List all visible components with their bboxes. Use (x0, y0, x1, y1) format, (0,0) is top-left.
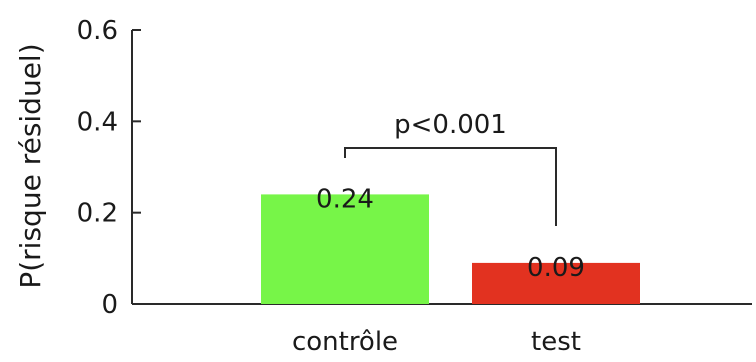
y-tick-label: 0 (101, 290, 118, 320)
y-tick-label: 0.2 (77, 199, 118, 229)
bars: 0.24 0.09 (261, 184, 640, 304)
y-axis-title: P(risque résiduel) (14, 43, 47, 288)
x-category-label: contrôle (292, 327, 398, 357)
x-category-label: test (531, 327, 581, 357)
significance-bracket (344, 147, 557, 226)
bar-value-label: 0.09 (527, 253, 585, 283)
axes (131, 30, 752, 305)
y-tick-label: 0.4 (77, 107, 118, 137)
y-tick-label: 0.6 (77, 16, 118, 46)
bar-controle (261, 194, 429, 304)
bar-value-label: 0.24 (316, 184, 374, 214)
p-value-label: p<0.001 (394, 110, 507, 140)
category-labels: contrôle test (292, 327, 581, 357)
bar-test (472, 262, 640, 304)
y-ticks: 0 0.2 0.4 0.6 (77, 16, 141, 320)
significance-annotation: p<0.001 (344, 110, 557, 226)
